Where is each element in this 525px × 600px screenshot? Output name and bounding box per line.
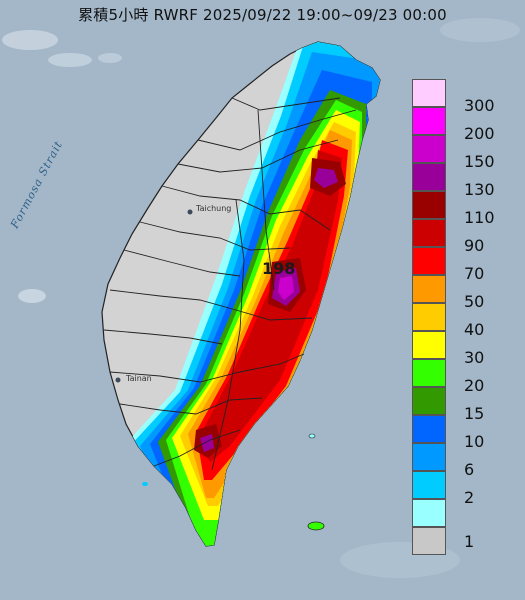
legend-swatch — [412, 527, 446, 555]
legend-swatch — [412, 275, 446, 303]
legend-swatch — [412, 79, 446, 107]
legend-swatch — [412, 331, 446, 359]
legend-swatch — [412, 499, 446, 527]
legend-swatch — [412, 191, 446, 219]
rain-band-90mm — [204, 150, 342, 462]
rainfall-field — [120, 42, 380, 546]
legend-label: 15 — [464, 404, 485, 423]
legend-label: 30 — [464, 348, 485, 367]
legend-label: 20 — [464, 376, 485, 395]
legend-label: 2 — [464, 488, 475, 507]
taichung-label: Taichung — [196, 204, 232, 213]
legend-swatch — [412, 135, 446, 163]
legend-swatch — [412, 471, 446, 499]
legend-swatch — [412, 359, 446, 387]
legend-label: 90 — [464, 236, 485, 255]
small-island — [308, 433, 316, 439]
legend-label: 50 — [464, 292, 485, 311]
legend-swatch — [412, 443, 446, 471]
legend-label: 200 — [464, 124, 495, 143]
legend-swatch — [412, 107, 446, 135]
liuqiu-island — [142, 482, 148, 486]
legend-label: 1 — [464, 532, 475, 551]
legend-label: 150 — [464, 152, 495, 171]
legend-swatch — [412, 163, 446, 191]
legend-label: 130 — [464, 180, 495, 199]
green-island — [307, 521, 325, 531]
rain-cell-north-130 — [314, 168, 338, 188]
legend-label: 10 — [464, 432, 485, 451]
legend-swatch — [412, 387, 446, 415]
tainan-city-marker — [115, 377, 121, 383]
tainan-label: Tainan — [126, 374, 152, 383]
max-rainfall-label: 198 — [262, 259, 296, 278]
legend-swatch — [412, 303, 446, 331]
legend-label: 70 — [464, 264, 485, 283]
legend-label: 40 — [464, 320, 485, 339]
map-title: 累積5小時 RWRF 2025/09/22 19:00~09/23 00:00 — [78, 6, 447, 24]
taichung-city-marker — [187, 209, 193, 215]
rain-cell-central-150 — [278, 276, 294, 300]
legend-label: 6 — [464, 460, 475, 479]
boundary-lines — [103, 97, 357, 471]
rain-cell-south-130 — [200, 434, 214, 452]
legend-swatch — [412, 219, 446, 247]
legend-label: 110 — [464, 208, 495, 227]
legend-label: 300 — [464, 96, 495, 115]
legend-swatch — [412, 415, 446, 443]
legend-swatch — [412, 247, 446, 275]
